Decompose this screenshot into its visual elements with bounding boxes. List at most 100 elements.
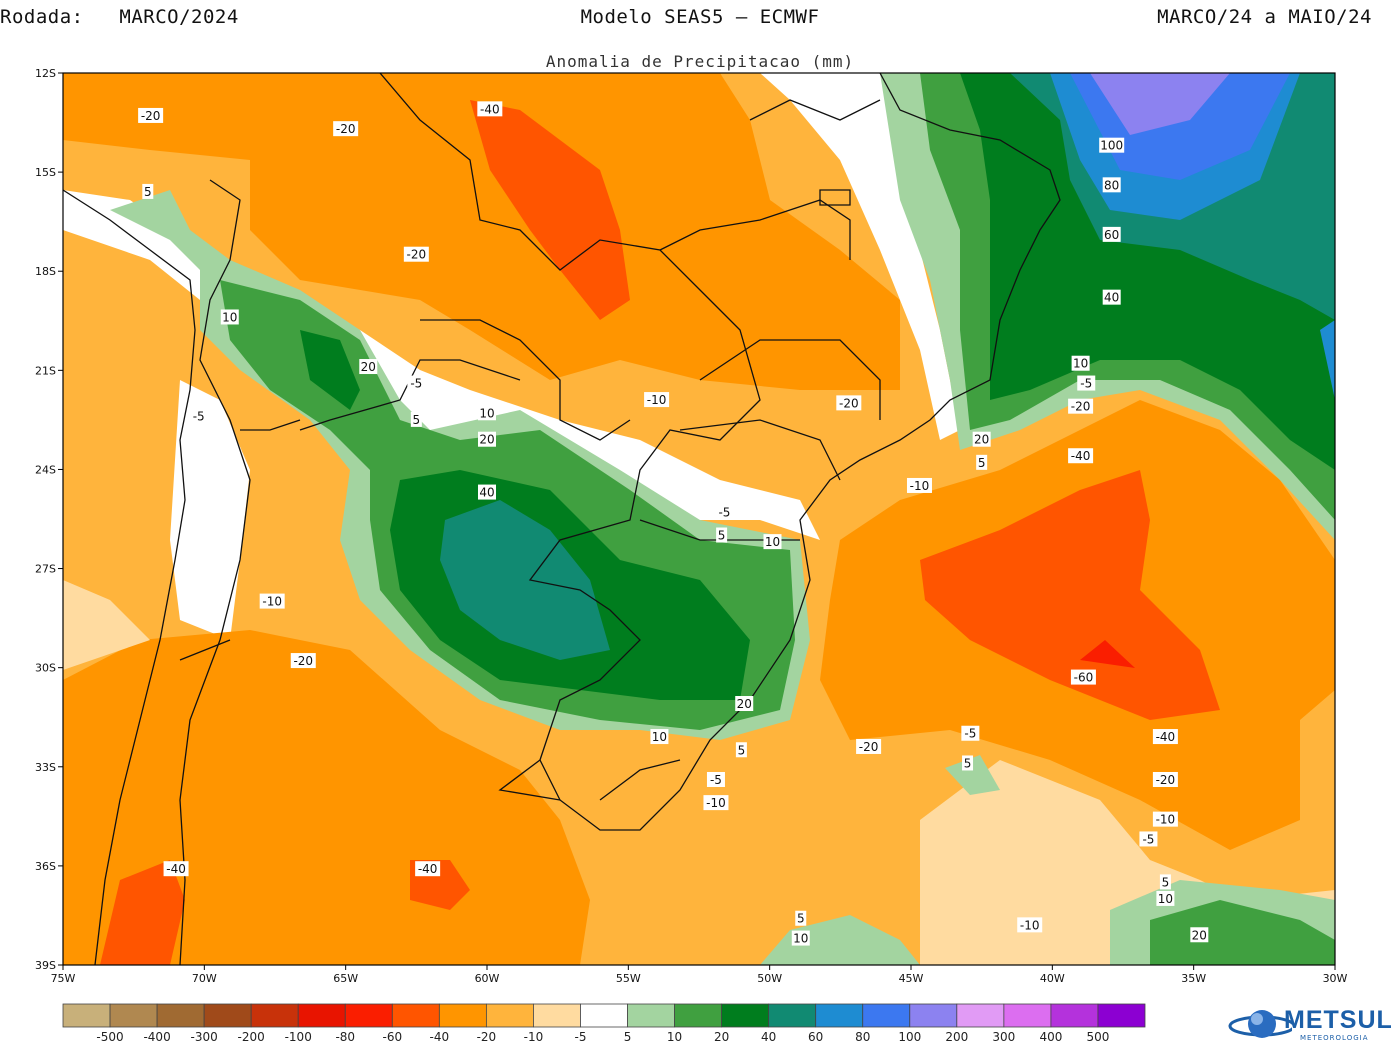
colorbar-label: 100 bbox=[898, 1030, 921, 1044]
contour-label: -20 bbox=[407, 248, 427, 262]
lon-tick-label: 65W bbox=[333, 972, 358, 985]
lon-tick-label: 60W bbox=[475, 972, 500, 985]
colorbar-label: 40 bbox=[761, 1030, 776, 1044]
contour-label-bg bbox=[976, 454, 988, 470]
field-east-peak bbox=[1080, 640, 1135, 668]
contour-label: -60 bbox=[1074, 671, 1094, 685]
contour-label-bg bbox=[1152, 771, 1178, 787]
colorbar-swatch bbox=[862, 1003, 911, 1028]
contour-label-bg bbox=[359, 359, 378, 375]
contour-label-bg bbox=[415, 861, 441, 877]
colorbar-swatch bbox=[109, 1003, 158, 1028]
contour-label-bg bbox=[1156, 890, 1175, 906]
contour-label-bg bbox=[795, 910, 807, 926]
contour-label-bg bbox=[478, 484, 496, 500]
colorbar-label: 60 bbox=[808, 1030, 823, 1044]
colorbar-label: -80 bbox=[335, 1030, 355, 1044]
lat-tick-label: 21S bbox=[35, 364, 56, 377]
field-ne-100 bbox=[1090, 73, 1230, 135]
colorbar-swatch bbox=[580, 1003, 628, 1028]
lat-tick-label: 36S bbox=[35, 860, 56, 873]
contour-label-bg bbox=[961, 725, 980, 741]
colorbar-label: 300 bbox=[992, 1030, 1015, 1044]
contour-label: -5 bbox=[1142, 832, 1154, 846]
run-label: Rodada: MARCO/2024 bbox=[0, 6, 239, 28]
contour-label: -10 bbox=[262, 595, 282, 609]
contour-label: 40 bbox=[479, 486, 494, 500]
contour-label: 5 bbox=[978, 456, 986, 470]
contour-label: -20 bbox=[1156, 773, 1176, 787]
contour-label-bg bbox=[142, 183, 154, 199]
colorbar-swatch bbox=[297, 1003, 346, 1028]
map-title: Anomalia de Precipitacao (mm) bbox=[545, 52, 855, 71]
contour-label: 100 bbox=[1100, 139, 1123, 153]
lat-tick-label: 12S bbox=[35, 67, 56, 80]
contour-label: -20 bbox=[839, 396, 859, 410]
contour-label-bg bbox=[1070, 669, 1096, 685]
globe-icon bbox=[1228, 1010, 1292, 1038]
colorbar-label: -100 bbox=[285, 1030, 312, 1044]
contour-label: -5 bbox=[1080, 377, 1092, 391]
contour-label: 10 bbox=[652, 730, 667, 744]
period-label: MARCO/24 a MAIO/24 bbox=[1157, 6, 1372, 28]
contour-label-bg bbox=[1139, 831, 1158, 847]
contour-label-bg bbox=[1099, 137, 1125, 153]
contour-label-bg bbox=[189, 408, 208, 424]
metsul-logo: METSUL METEOROLOGIA bbox=[1222, 1004, 1392, 1048]
colorbar-swatch bbox=[203, 1003, 252, 1028]
anomaly-fields bbox=[63, 73, 1335, 965]
contour-label: 5 bbox=[718, 529, 726, 543]
colorbar-label: -200 bbox=[238, 1030, 265, 1044]
lat-tick-label: 18S bbox=[35, 265, 56, 278]
colorbar-label: 400 bbox=[1039, 1030, 1062, 1044]
colorbar-swatch bbox=[533, 1003, 581, 1028]
colorbar-swatch bbox=[156, 1003, 205, 1028]
contour-label: 5 bbox=[1162, 875, 1170, 889]
contour-label: -40 bbox=[1156, 730, 1176, 744]
colorbar-swatch bbox=[956, 1003, 1005, 1028]
lat-tick-label: 39S bbox=[35, 959, 56, 972]
contour-label-bg bbox=[1102, 177, 1121, 193]
colorbar-swatch bbox=[1003, 1003, 1052, 1028]
lat-tick-label: 33S bbox=[35, 761, 56, 774]
contour-label-bg bbox=[1152, 811, 1178, 827]
contour-label-bg bbox=[906, 477, 932, 493]
contour-label: -20 bbox=[293, 654, 313, 668]
lon-tick-label: 40W bbox=[1040, 972, 1065, 985]
colorbar-label: -20 bbox=[477, 1030, 497, 1044]
contour-label: -40 bbox=[480, 102, 500, 116]
colorbar-swatch bbox=[909, 1003, 958, 1028]
contour-label-bg bbox=[644, 392, 670, 408]
contour-label-bg bbox=[1071, 355, 1090, 371]
colorbar-label: 200 bbox=[945, 1030, 968, 1044]
contour-label-bg bbox=[163, 861, 189, 877]
contour-label: -40 bbox=[1071, 449, 1091, 463]
contour-label-bg bbox=[1152, 729, 1178, 745]
contour-label: -10 bbox=[1020, 918, 1040, 932]
field-se-green-2 bbox=[1150, 900, 1335, 965]
colorbar: -500 -400 -300 -200 -100 -80 -60 -40 -20 -10 -5 5 10… bbox=[62, 1003, 1146, 1044]
colorbar-label: 80 bbox=[855, 1030, 870, 1044]
contour-label-bg bbox=[478, 431, 496, 447]
colorbar-label: -60 bbox=[382, 1030, 402, 1044]
contour-label-bg bbox=[972, 431, 991, 447]
colorbar-swatch bbox=[768, 1003, 817, 1028]
lat-tick-label: 30S bbox=[35, 662, 56, 675]
colorbar-swatch bbox=[674, 1003, 723, 1028]
contour-label-bg bbox=[856, 738, 882, 754]
contour-label: 10 bbox=[793, 932, 808, 946]
colorbar-label: 20 bbox=[714, 1030, 729, 1044]
contour-label: -10 bbox=[1156, 813, 1176, 827]
contour-label-bg bbox=[706, 771, 725, 787]
colorbar-label: -400 bbox=[143, 1030, 170, 1044]
contour-label-bg bbox=[735, 742, 747, 758]
contour-label: -20 bbox=[141, 109, 161, 123]
contour-label: -40 bbox=[166, 862, 186, 876]
contour-label-bg bbox=[138, 107, 164, 123]
colorbar-label: 10 bbox=[667, 1030, 682, 1044]
contour-label: 10 bbox=[765, 535, 780, 549]
colorbar-swatch bbox=[438, 1003, 487, 1028]
colorbar-swatch bbox=[721, 1003, 770, 1028]
model-title: Modelo SEAS5 – ECMWF bbox=[580, 6, 820, 28]
